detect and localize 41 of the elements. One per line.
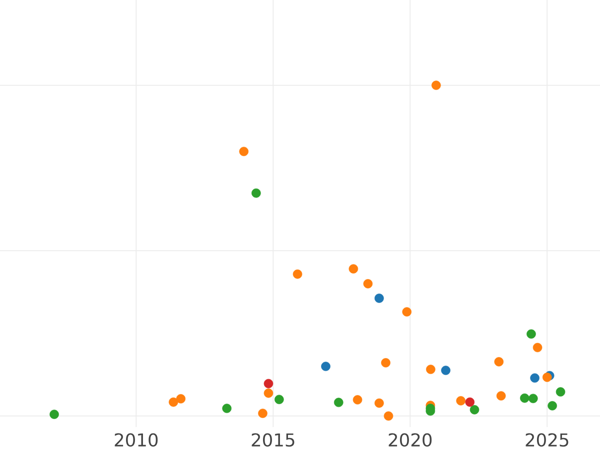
x-tick-label: 2015: [252, 433, 294, 447]
point: [465, 397, 475, 407]
point: [264, 388, 274, 398]
point: [556, 387, 566, 396]
point: [239, 146, 248, 156]
point: [176, 394, 186, 404]
point: [334, 398, 344, 408]
point: [363, 279, 373, 288]
x-tick-label: 2025: [526, 433, 568, 447]
point: [526, 329, 536, 339]
point: [528, 394, 538, 404]
point: [321, 362, 330, 372]
point: [374, 398, 384, 408]
point: [532, 342, 542, 352]
point: [548, 401, 557, 410]
point: [384, 411, 394, 421]
point: [264, 378, 274, 388]
point: [542, 372, 552, 382]
x-tick-label: 2010: [114, 433, 158, 447]
point: [50, 410, 59, 419]
point: [222, 404, 232, 414]
point: [456, 396, 466, 406]
point: [402, 307, 412, 316]
point: [494, 357, 504, 366]
point: [352, 395, 362, 404]
point: [258, 408, 268, 418]
point: [530, 373, 540, 383]
point: [274, 394, 284, 404]
point: [520, 393, 530, 403]
point: [496, 391, 506, 400]
point: [168, 397, 178, 407]
point: [441, 366, 450, 376]
point: [348, 264, 358, 274]
point: [426, 364, 436, 374]
point: [292, 269, 302, 279]
x-tick-label: 2020: [388, 433, 432, 447]
point: [381, 358, 390, 368]
point: [470, 405, 480, 414]
point: [252, 188, 261, 198]
point: [374, 294, 384, 303]
point: [432, 80, 441, 90]
